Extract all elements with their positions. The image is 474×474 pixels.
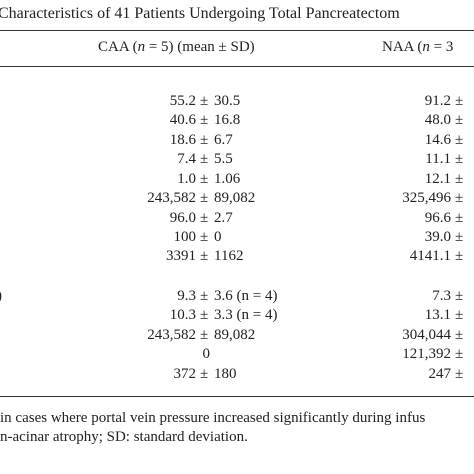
cell-pm: ± [200, 366, 209, 382]
cell-sd: 16.8 [214, 112, 241, 128]
cell-mean: 1.0 [177, 171, 196, 187]
cell-pm: ± [200, 190, 209, 206]
cell-sd: 30.5 [214, 93, 241, 109]
cell-sd: 180 [214, 366, 237, 382]
cell-sd: 2.7 [214, 210, 233, 226]
header-part: = 3 [429, 39, 454, 55]
cell-mean: 0 [202, 346, 211, 362]
cell-mean: 100 [173, 229, 197, 245]
cell-pm: ± [455, 327, 464, 343]
cell-mean: 247 [428, 366, 452, 382]
cell-mean: 91.2 [424, 93, 451, 109]
cell-mean: 96.0 [169, 210, 196, 226]
cell-pm: ± [200, 229, 209, 245]
cell-pm: ± [455, 171, 464, 187]
cell-pm: ± [455, 248, 464, 264]
cell-pm: ± [200, 327, 209, 343]
cell-pm: ± [455, 346, 464, 362]
cell-mean: 304,044 [402, 327, 451, 343]
header-part: = 5) (mean ± SD) [145, 39, 255, 55]
rule [0, 66, 474, 67]
cell-sd: 0 [214, 229, 222, 245]
cell-sd: 1.06 [214, 171, 241, 187]
cell-pm: ± [200, 132, 209, 148]
cell-pm: ± [200, 112, 209, 128]
title: Characteristics of 41 Patients Undergoin… [0, 5, 400, 22]
cell-mean: 14.6 [424, 132, 451, 148]
cell-sd: 1162 [214, 248, 244, 264]
header-caa: CAA (n = 5) (mean ± SD) [98, 38, 255, 56]
cell-sd: 5.5 [214, 151, 233, 167]
header-part: n [137, 39, 146, 55]
footnote: in cases where portal vein pressure incr… [0, 410, 426, 426]
cell-mean: 243,582 [147, 327, 196, 343]
cell-pm: ± [200, 248, 209, 264]
rule [0, 396, 474, 397]
header-naa: NAA (n = 3 [382, 38, 453, 56]
cell-pm: ± [455, 307, 464, 323]
cell-mean: 10.3 [169, 307, 196, 323]
cell-pm: ± [455, 190, 464, 206]
cell-pm: ± [455, 151, 464, 167]
cell-mean: 9.3 [177, 288, 196, 304]
cell-mean: 55.2 [169, 93, 196, 109]
cell-mean: 96.6 [424, 210, 451, 226]
cell-sd: 89,082 [214, 190, 256, 206]
cell-pm: ± [200, 93, 209, 109]
cell-sd: 6.7 [214, 132, 233, 148]
cell-mean: 121,392 [402, 346, 451, 362]
cell-pm: ± [200, 171, 209, 187]
row-label-fragment: ) [0, 287, 2, 305]
cell-pm: ± [455, 132, 464, 148]
cell-pm: ± [455, 93, 464, 109]
header-part: n [422, 39, 430, 55]
cell-mean: 13.1 [424, 307, 451, 323]
cell-pm: ± [455, 112, 464, 128]
cell-pm: ± [200, 307, 209, 323]
cell-mean: 7.3 [432, 288, 451, 304]
cell-sd: 89,082 [214, 327, 256, 343]
cell-pm: ± [200, 210, 209, 226]
cell-mean: 11.1 [425, 151, 451, 167]
cell-mean: 243,582 [147, 190, 196, 206]
cell-mean: 40.6 [169, 112, 196, 128]
cell-mean: 372 [173, 366, 197, 382]
cell-pm: ± [455, 288, 464, 304]
cell-mean: 4141.1 [409, 248, 451, 264]
cell-mean: 3391 [166, 248, 196, 264]
header-part: NAA ( [382, 39, 423, 55]
cell-mean: 48.0 [424, 112, 451, 128]
cell-pm: ± [200, 288, 209, 304]
cell-sd: 3.3 (n = 4) [214, 307, 278, 323]
footnote: n-acinar atrophy; SD: standard deviation… [0, 429, 248, 445]
cell-mean: 325,496 [402, 190, 451, 206]
cell-mean: 12.1 [424, 171, 451, 187]
cell-pm: ± [455, 366, 464, 382]
cell-mean: 7.4 [177, 151, 196, 167]
cell-pm: ± [455, 229, 464, 245]
header-part: CAA ( [98, 39, 138, 55]
rule [0, 30, 474, 31]
cell-sd: 3.6 (n = 4) [214, 288, 278, 304]
cell-pm: ± [200, 151, 209, 167]
cell-mean: 18.6 [169, 132, 196, 148]
cell-mean: 39.0 [424, 229, 451, 245]
cell-pm: ± [455, 210, 464, 226]
